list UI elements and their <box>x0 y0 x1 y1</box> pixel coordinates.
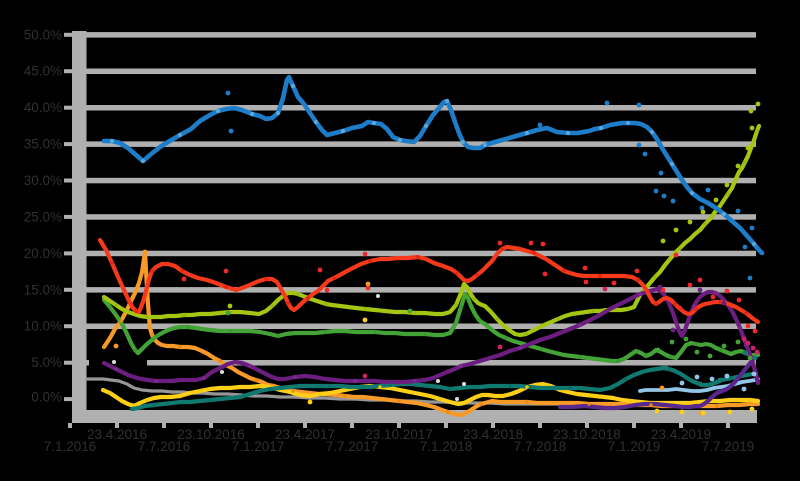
svg-text:23.10.2017: 23.10.2017 <box>365 427 433 442</box>
svg-text:10.0%: 10.0% <box>24 319 62 334</box>
svg-text:7.1.2016: 7.1.2016 <box>44 439 97 454</box>
svg-text:23.4.2019: 23.4.2019 <box>651 427 711 442</box>
svg-text:7.7.2019: 7.7.2019 <box>702 439 755 454</box>
svg-text:40.0%: 40.0% <box>24 100 62 115</box>
svg-text:7.7.2018: 7.7.2018 <box>514 439 567 454</box>
svg-text:7.1.2017: 7.1.2017 <box>232 439 285 454</box>
svg-text:50.0%: 50.0% <box>24 27 62 42</box>
svg-text:7.1.2019: 7.1.2019 <box>608 439 661 454</box>
svg-text:20.0%: 20.0% <box>24 246 62 261</box>
svg-text:7.1.2018: 7.1.2018 <box>420 439 473 454</box>
svg-text:7.7.2016: 7.7.2016 <box>138 439 191 454</box>
svg-text:23.4.2018: 23.4.2018 <box>463 427 523 442</box>
svg-text:7.7.2017: 7.7.2017 <box>326 439 379 454</box>
svg-text:35.0%: 35.0% <box>24 137 62 152</box>
svg-text:30.0%: 30.0% <box>24 173 62 188</box>
svg-text:23.4.2017: 23.4.2017 <box>275 427 335 442</box>
svg-text:5.0%: 5.0% <box>31 355 62 370</box>
svg-text:23.4.2016: 23.4.2016 <box>87 427 147 442</box>
svg-text:15.0%: 15.0% <box>24 282 62 297</box>
svg-text:23.10.2018: 23.10.2018 <box>553 427 621 442</box>
svg-text:45.0%: 45.0% <box>24 64 62 79</box>
svg-text:23.10.2016: 23.10.2016 <box>177 427 245 442</box>
svg-text:25.0%: 25.0% <box>24 209 62 224</box>
svg-text:0.0%: 0.0% <box>31 390 62 405</box>
